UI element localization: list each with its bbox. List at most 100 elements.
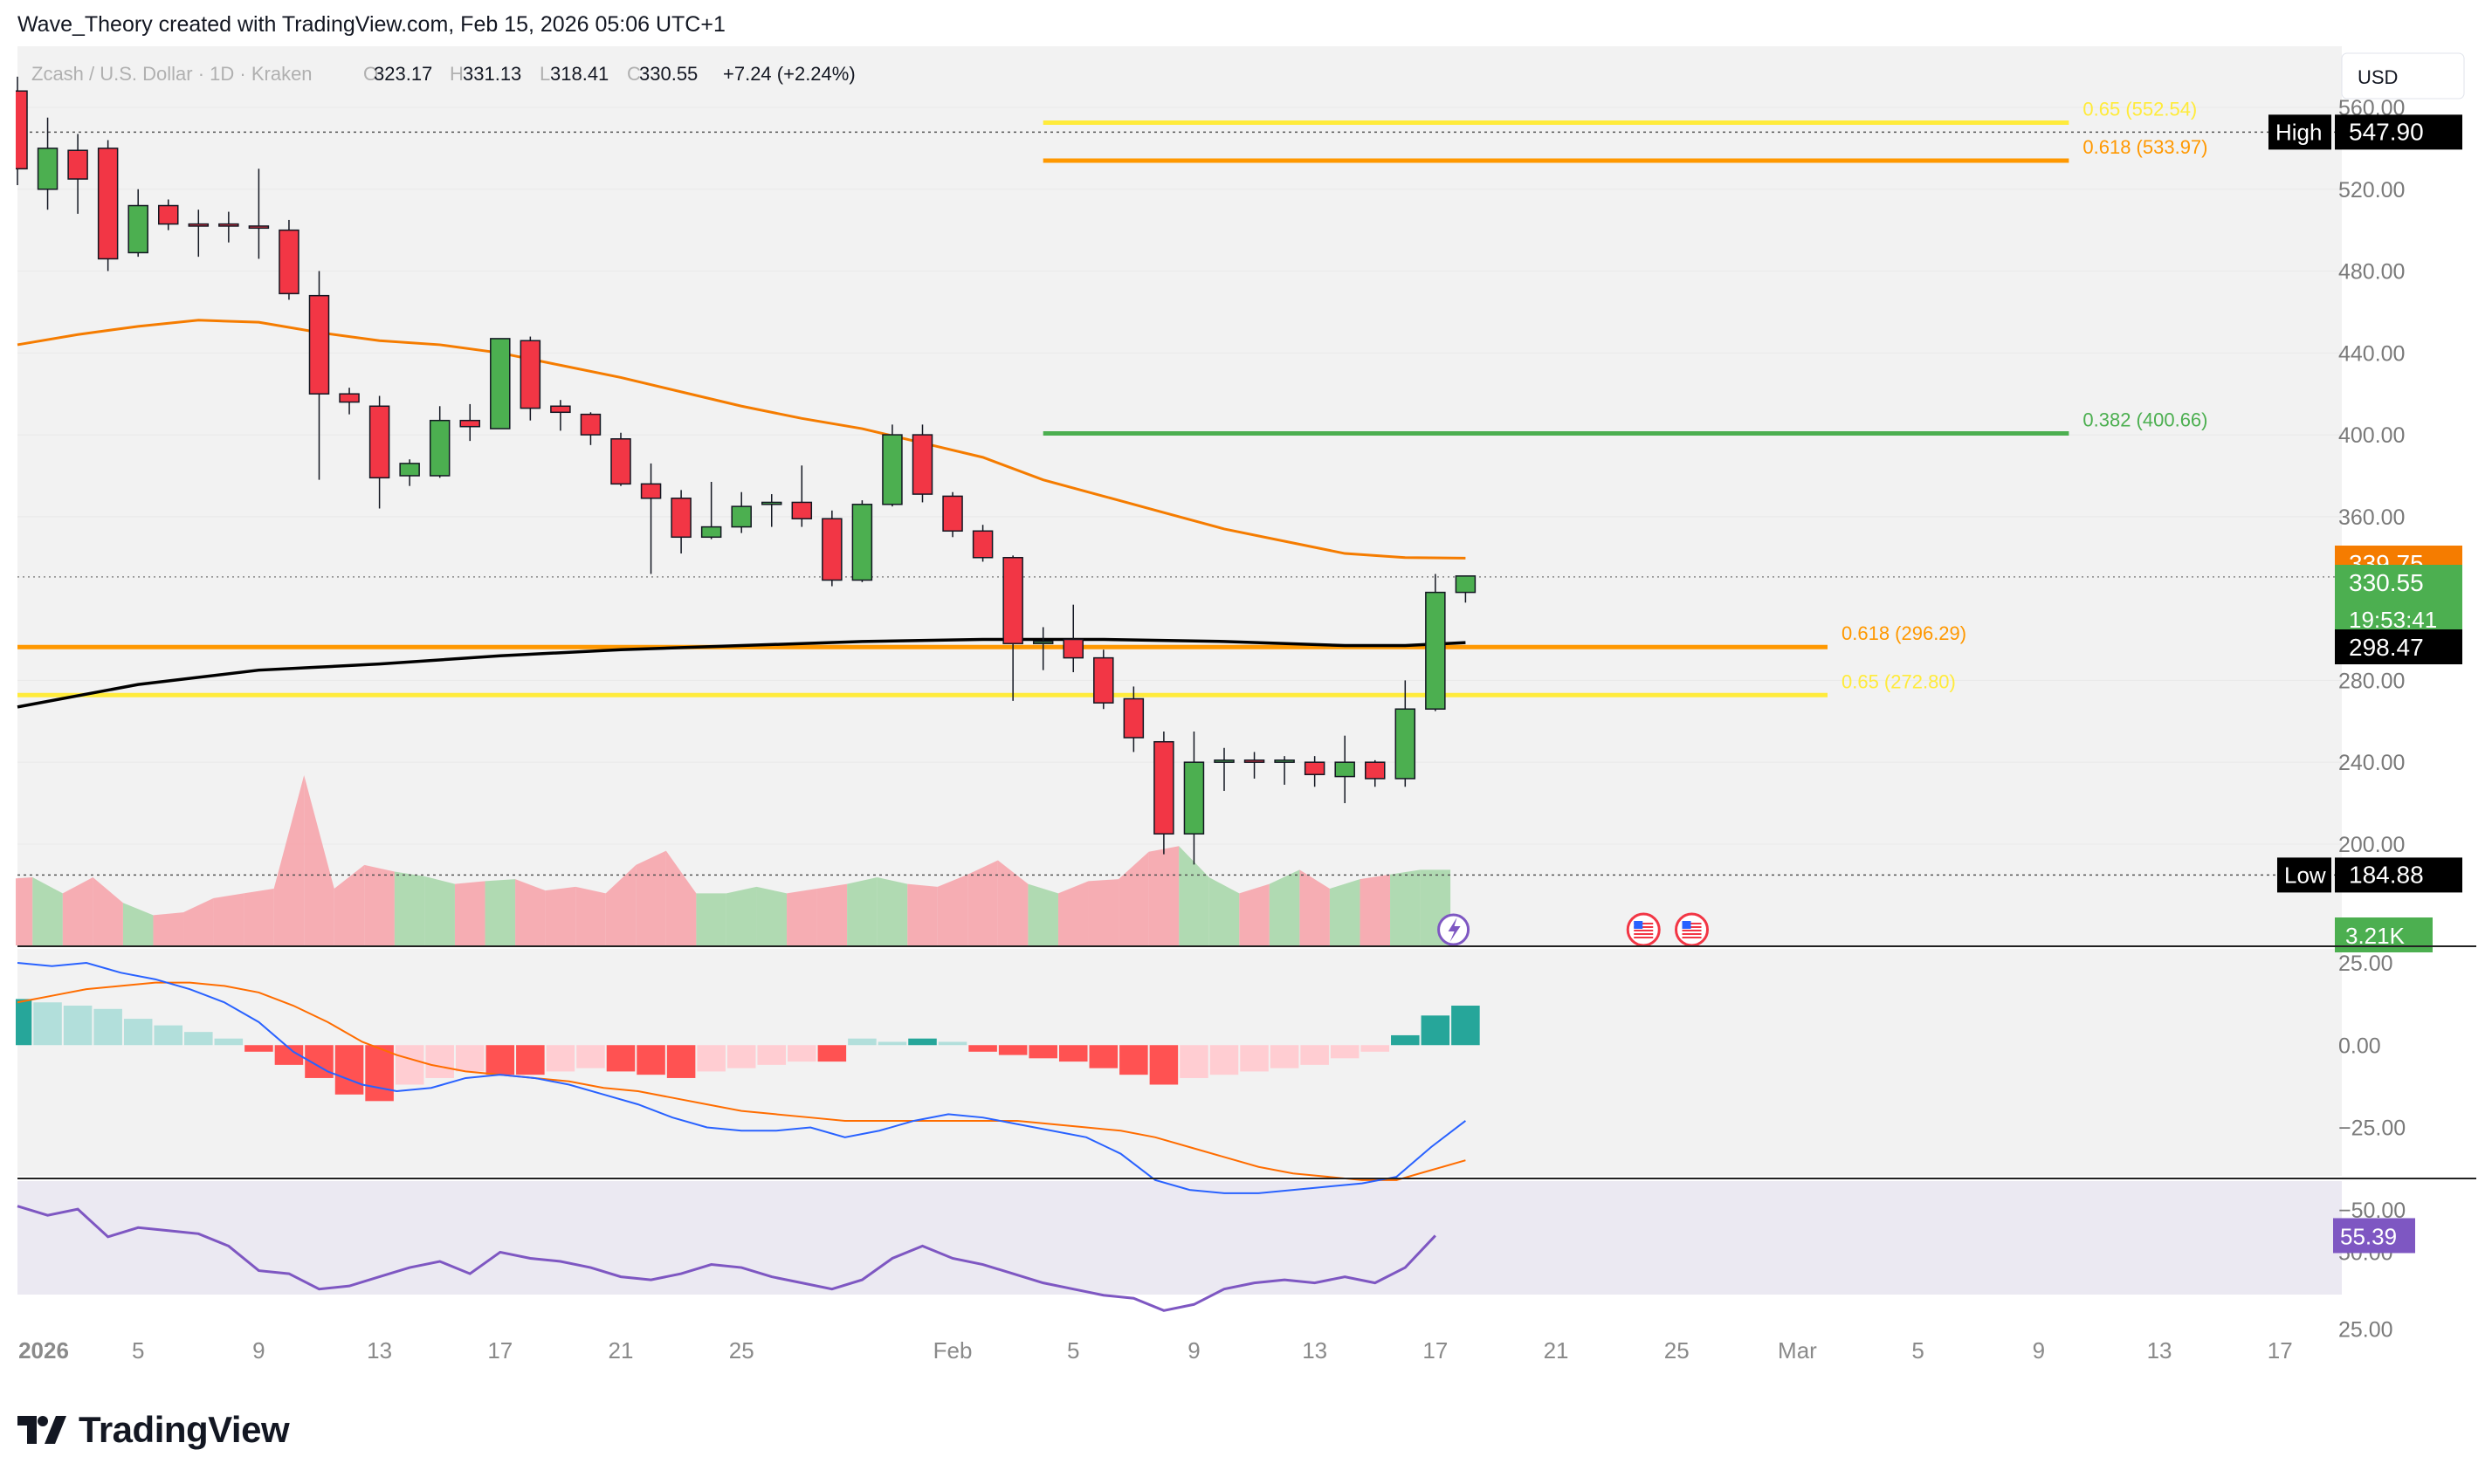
volume-area — [16, 877, 33, 945]
volume-area — [1360, 874, 1391, 945]
ema200-line — [17, 637, 1466, 709]
candle-body — [942, 495, 963, 532]
ema50-line — [17, 319, 1466, 560]
time-axis-tick: 5 — [1067, 1337, 1079, 1364]
flag-stripe — [1682, 923, 1702, 924]
symbol-title: Zcash / U.S. Dollar · 1D · Kraken — [31, 63, 313, 85]
footer-brand[interactable]: TradingView — [17, 1409, 290, 1451]
macd-histogram-bar — [637, 1045, 665, 1075]
volume-area — [1179, 846, 1209, 945]
volume-area — [1057, 881, 1089, 945]
volume-area — [696, 893, 726, 945]
time-axis-tick: 9 — [1187, 1337, 1200, 1364]
macd-histogram-bar — [1451, 1006, 1480, 1046]
fib-level-label: 0.382 (400.66) — [2082, 409, 2207, 431]
candle-body — [580, 413, 602, 436]
price-chart-svg[interactable]: 0.65 (552.54) 0.618 (533.97) 0.382 (400.66… — [16, 46, 2476, 1378]
candle-body — [127, 204, 148, 254]
macd-histogram-bar — [1240, 1045, 1269, 1072]
price-tag-box — [2335, 114, 2462, 150]
currency-selector[interactable] — [2341, 52, 2465, 100]
candle-body — [1123, 697, 1145, 739]
candle-body — [640, 483, 662, 499]
volume-area — [1269, 869, 1300, 945]
flag-stripe — [1634, 933, 1654, 935]
volume-area — [907, 883, 938, 945]
volume-area — [545, 886, 576, 945]
flag-stripe — [1682, 926, 1702, 928]
low-tag-value: 184.88 — [2349, 861, 2424, 888]
axis-price-tag — [2335, 565, 2462, 638]
price-axis-tick: 240.00 — [2338, 751, 2405, 775]
volume-tag-text: 3.21K — [2345, 923, 2406, 949]
macd-histogram-bar — [485, 1045, 515, 1075]
time-axis-tick: 21 — [609, 1337, 634, 1364]
volume-area — [122, 903, 154, 945]
macd-histogram-bar — [757, 1045, 787, 1065]
macd-line — [17, 961, 1467, 1194]
low-tag-label: Low — [2284, 862, 2326, 888]
axis-price-tag — [2335, 629, 2462, 664]
candle-body — [188, 223, 210, 227]
macd-histogram-bar — [697, 1045, 726, 1072]
candle-body — [1032, 641, 1054, 644]
candle-body — [1425, 591, 1446, 710]
macd-axis-tick: 25.00 — [2338, 952, 2393, 976]
flag-canton — [1634, 921, 1643, 929]
macd-histogram-bar — [726, 1045, 756, 1068]
axis-price-tag-text: 330.55 — [2349, 569, 2424, 596]
candle-body — [1455, 575, 1477, 594]
rsi-axis-tick: 25.00 — [2338, 1317, 2393, 1342]
macd-histogram-bar — [1270, 1045, 1299, 1068]
volume-area — [153, 912, 184, 945]
chart-area[interactable]: 0.65 (552.54) 0.618 (533.97) 0.382 (400.66… — [16, 46, 2476, 1378]
candle-body — [1274, 759, 1295, 763]
candle-body — [851, 504, 873, 581]
time-axis-tick: Mar — [1778, 1337, 1817, 1364]
price-tag-box — [2277, 857, 2331, 893]
flag-stripe — [1634, 930, 1654, 931]
fib-level-label: 0.618 (533.97) — [2082, 136, 2207, 158]
candle-body — [158, 204, 179, 225]
volume-area — [847, 877, 878, 945]
candle-body — [731, 505, 752, 528]
flag-stripe — [1682, 937, 1702, 938]
volume-area — [726, 886, 757, 945]
macd-histogram-bar — [395, 1045, 424, 1085]
flag-stripe — [1634, 926, 1654, 928]
macd-histogram-bar — [938, 1041, 967, 1046]
macd-histogram-bar — [878, 1041, 907, 1046]
candle-body — [308, 294, 330, 395]
macd-histogram-bar — [1089, 1045, 1119, 1068]
fib-level-label: 0.618 (296.29) — [1841, 622, 1966, 644]
volume-area — [1329, 879, 1360, 945]
volume-area — [424, 876, 455, 945]
candle-body — [1183, 761, 1205, 835]
ohlc-close-label: C — [627, 63, 641, 85]
volume-area — [485, 879, 516, 945]
volume-area — [183, 897, 214, 945]
high-tag-value: 547.90 — [2349, 118, 2424, 145]
candle-body — [339, 393, 360, 403]
candle-body — [429, 419, 451, 477]
macd-histogram-bar — [16, 999, 32, 1046]
macd-histogram-bar — [154, 1025, 183, 1046]
price-axis-tick: 200.00 — [2338, 833, 2405, 857]
volume-area — [334, 864, 365, 945]
flag-stripe — [1634, 937, 1654, 938]
volume-area — [1299, 869, 1330, 945]
candle-body — [97, 148, 119, 260]
candle-body — [490, 338, 511, 429]
volume-area — [756, 886, 788, 945]
macd-histogram-bar — [848, 1038, 877, 1046]
ohlc-high: 331.13 — [463, 63, 521, 85]
macd-histogram-bar — [365, 1045, 394, 1102]
tradingview-logo-icon — [17, 1416, 66, 1444]
macd-histogram-bar — [123, 1019, 153, 1046]
footer-brand-text: TradingView — [79, 1409, 290, 1450]
candle-body — [791, 501, 813, 519]
macd-histogram-bar — [334, 1045, 364, 1095]
ohlc-high-label: H — [450, 63, 464, 85]
rsi-value-tag-text: 55.39 — [2340, 1223, 2397, 1249]
macd-histogram-bar — [576, 1045, 605, 1068]
